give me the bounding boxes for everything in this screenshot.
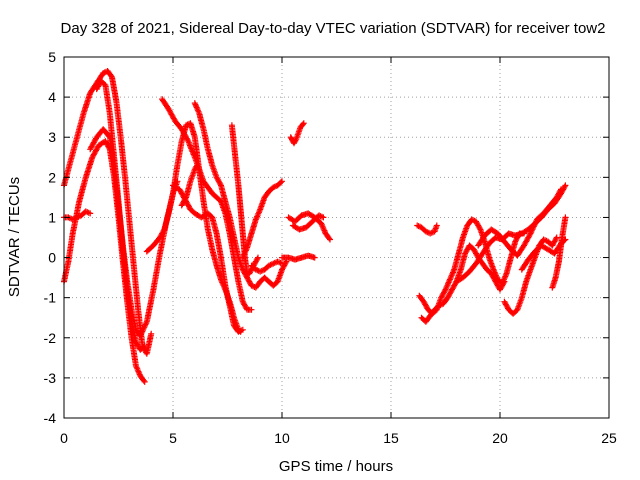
data-point — [327, 236, 333, 243]
x-tick-label: 0 — [60, 430, 68, 446]
y-tick-label: 4 — [48, 89, 56, 105]
axis-ticks: 0 5 10 15 20 25 -4 -3 -2 -1 0 1 2 3 4 5 — [44, 49, 617, 446]
y-tick-label: -1 — [44, 290, 57, 306]
data-point — [254, 255, 261, 262]
data-point — [193, 163, 200, 170]
data-series-track — [475, 186, 564, 259]
data-point — [87, 210, 94, 217]
data-point — [277, 179, 284, 186]
data-point — [558, 186, 564, 193]
data-points — [61, 68, 569, 385]
x-tick-label: 15 — [383, 430, 399, 446]
x-tick-label: 10 — [274, 430, 290, 446]
data-point — [561, 183, 568, 190]
data-point — [140, 343, 147, 350]
y-tick-label: 3 — [48, 129, 56, 145]
data-series-track — [178, 162, 200, 209]
y-tick-label: -4 — [44, 410, 57, 426]
data-point — [182, 195, 189, 202]
data-series-track — [248, 258, 285, 275]
x-tick-label: 25 — [601, 430, 617, 446]
chart-title: Day 328 of 2021, Sidereal Day-to-day VTE… — [61, 20, 606, 37]
data-point — [239, 326, 246, 333]
data-point — [326, 235, 333, 242]
data-point — [553, 234, 560, 241]
data-point — [255, 254, 261, 261]
data-point — [523, 238, 530, 245]
data-point — [148, 330, 155, 337]
data-point — [84, 209, 91, 216]
data-series-track — [453, 182, 569, 285]
data-point — [562, 214, 569, 221]
data-point — [501, 278, 508, 285]
data-series-track — [61, 138, 148, 385]
data-point — [433, 222, 440, 229]
y-tick-label: 1 — [48, 209, 56, 225]
data-point — [140, 377, 147, 384]
data-series-track — [285, 210, 333, 243]
data-series-track — [279, 252, 318, 263]
x-axis-label: GPS time / hours — [279, 458, 393, 475]
data-point — [553, 194, 560, 201]
data-series-track — [239, 178, 285, 261]
data-series-track — [93, 78, 148, 353]
data-point — [194, 162, 200, 169]
y-tick-label: 2 — [48, 169, 56, 185]
data-point — [557, 187, 564, 194]
data-point — [311, 254, 318, 261]
data-series-track — [414, 222, 440, 237]
data-point — [90, 151, 97, 158]
plot-frame — [63, 56, 610, 419]
y-tick-label: 0 — [48, 250, 56, 266]
data-series-track — [228, 122, 261, 277]
data-point — [160, 227, 167, 234]
data-point — [300, 120, 307, 127]
y-axis-label: SDTVAR / TECUs — [6, 177, 23, 297]
grid-lines — [64, 57, 609, 418]
data-series-track — [549, 214, 569, 291]
data-point — [320, 214, 327, 221]
data-point — [279, 260, 285, 267]
data-point — [300, 121, 306, 128]
y-tick-label: -3 — [44, 370, 57, 386]
data-point — [141, 342, 148, 349]
data-point — [553, 235, 559, 242]
data-point — [141, 378, 148, 385]
data-point — [108, 72, 115, 79]
data-point — [282, 259, 289, 266]
x-tick-label: 5 — [169, 430, 177, 446]
x-tick-label: 20 — [492, 430, 508, 446]
data-series-track — [159, 96, 255, 313]
y-tick-label: -2 — [44, 330, 57, 346]
data-series-track — [418, 242, 508, 325]
data-series-track — [287, 120, 307, 147]
data-point — [248, 306, 255, 313]
data-point — [279, 178, 285, 185]
data-series-track — [289, 212, 327, 233]
y-tick-label: 5 — [48, 49, 56, 65]
data-series-track — [87, 126, 181, 339]
data-point — [562, 182, 569, 189]
